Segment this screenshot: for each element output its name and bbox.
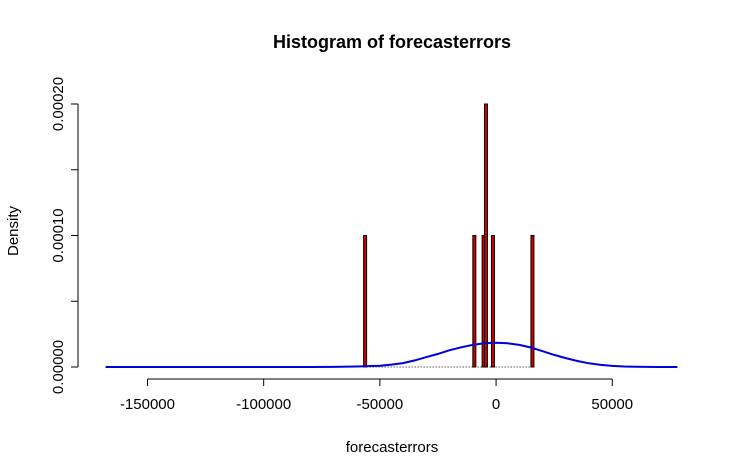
- histogram-bar: [530, 235, 535, 368]
- x-axis-label: forecasterrors: [346, 439, 439, 456]
- y-axis: 0.00000 0.00010 0.00020: [50, 77, 79, 394]
- histogram-bar: [490, 235, 495, 368]
- histogram-bar: [363, 235, 368, 368]
- x-axis: -150000 -100000 -50000 0 50000: [120, 378, 633, 413]
- x-tick-label: 50000: [591, 396, 633, 413]
- y-tick-label: 0.00020: [50, 77, 67, 131]
- x-tick-label: -100000: [236, 396, 291, 413]
- chart-title: Histogram of forecasterrors: [273, 32, 511, 52]
- histogram-bar: [472, 235, 477, 368]
- y-axis-label: Density: [5, 205, 22, 256]
- x-tick-label: -50000: [357, 396, 404, 413]
- x-tick-label: 0: [492, 396, 500, 413]
- density-line: [105, 341, 678, 368]
- histogram-bars: [363, 103, 535, 368]
- density-curve: [105, 341, 678, 368]
- y-tick-label: 0.00000: [50, 340, 67, 394]
- y-tick-label: 0.00010: [50, 208, 67, 262]
- histogram-bar: [483, 103, 488, 368]
- x-tick-label: -150000: [120, 396, 175, 413]
